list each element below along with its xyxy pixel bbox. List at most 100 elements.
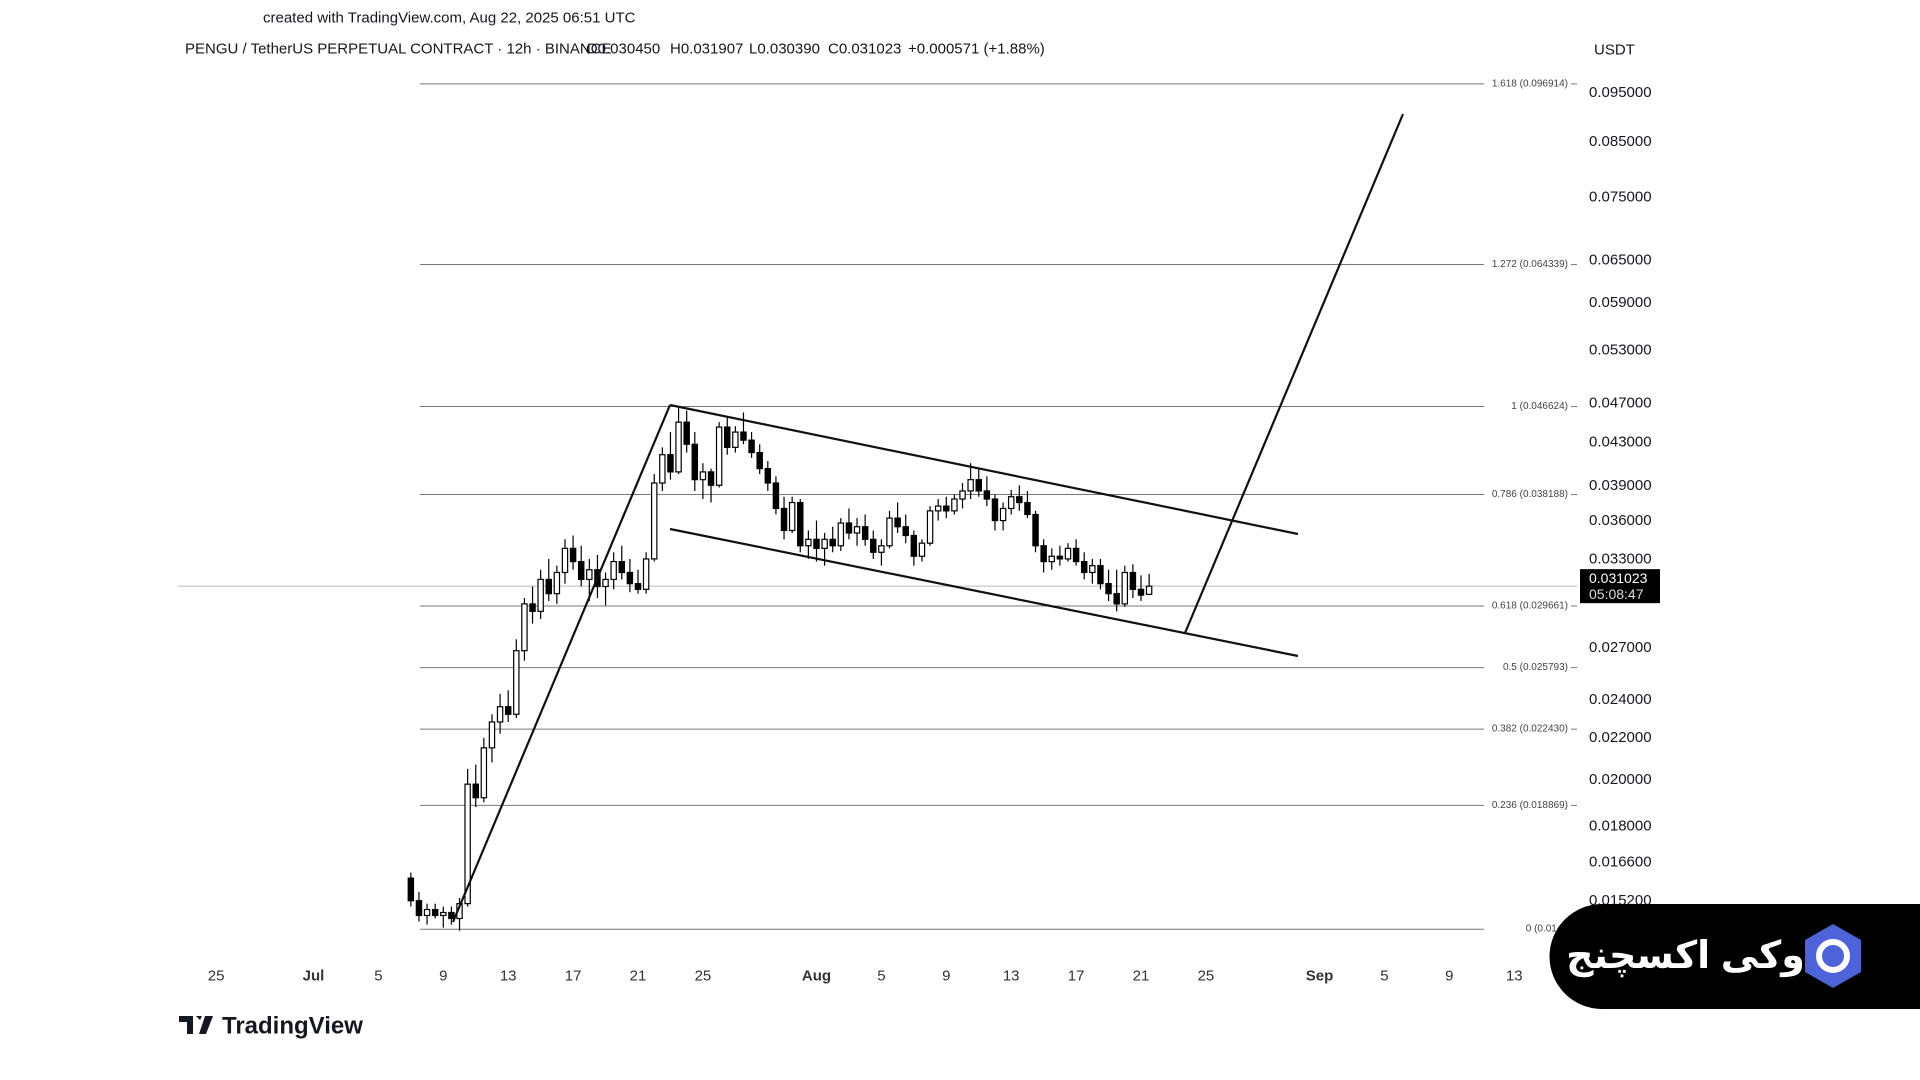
fib-label: 1.272 (0.064339): [1492, 259, 1568, 270]
fib-label: 1 (0.046624): [1511, 401, 1568, 412]
candle-body: [829, 538, 836, 547]
candle-body: [983, 490, 991, 500]
candle-body: [1121, 571, 1129, 605]
candle-body: [642, 558, 650, 590]
x-tick-label: 13: [1003, 968, 1020, 985]
x-tick-label: Jul: [303, 968, 325, 985]
y-tick-label: 0.022000: [1589, 729, 1652, 746]
fib-label: 0.5 (0.025793): [1503, 662, 1568, 673]
candle-body: [732, 431, 739, 448]
tradingview-logo: TradingView: [179, 1013, 363, 1040]
x-tick-label: 17: [1068, 968, 1085, 985]
candle-body: [878, 545, 885, 553]
candle-body: [472, 783, 479, 799]
ohlc-open: O0.030450: [586, 41, 660, 58]
candle-body: [886, 517, 893, 547]
y-tick-label: 0.027000: [1589, 639, 1652, 656]
candle-body: [780, 507, 788, 532]
candle-body: [407, 877, 415, 902]
candle-body: [861, 526, 869, 540]
fib-label: 0.236 (0.018869): [1492, 800, 1568, 811]
candle-body: [756, 451, 763, 470]
candle-body: [1048, 555, 1056, 563]
candle-body: [626, 571, 634, 585]
ohlc-high: H0.031907: [670, 41, 743, 58]
y-tick-label: 0.039000: [1589, 477, 1652, 494]
fib-label: 0 (0.0142: [1526, 924, 1569, 935]
candle-body: [975, 479, 982, 492]
candle-body: [902, 526, 909, 537]
candle-body: [870, 538, 877, 553]
candle-body: [610, 561, 617, 581]
candle-body: [480, 747, 488, 799]
channel-top: [669, 403, 1299, 536]
candle-body: [659, 454, 666, 484]
y-tick-label: 0.059000: [1589, 294, 1652, 311]
candle-body: [586, 569, 593, 581]
y-tick-label: 0.043000: [1589, 434, 1652, 451]
candle-body: [667, 454, 674, 473]
y-tick-label: 0.085000: [1589, 133, 1652, 150]
candle-body: [415, 900, 423, 917]
ohlc-change: +0.000571 (+1.88%): [908, 41, 1045, 58]
y-tick-label: 0.018000: [1589, 818, 1652, 835]
candle-body: [699, 471, 707, 481]
fib-label: 0.786 (0.038188): [1492, 489, 1568, 500]
candle-body: [650, 482, 658, 560]
candle-body: [1024, 501, 1031, 516]
candle-body: [764, 468, 772, 484]
x-tick-label: Aug: [802, 968, 831, 985]
candle-body: [788, 501, 796, 532]
channel-bottom: [669, 527, 1299, 658]
candle-body: [724, 426, 731, 448]
x-tick-label: 21: [1133, 968, 1150, 985]
last-price-box: [1580, 569, 1660, 604]
ohlc-low: L0.030390: [749, 41, 820, 58]
candle-body: [513, 650, 520, 715]
x-tick-label: 21: [630, 968, 647, 985]
candle-body: [521, 603, 528, 652]
candle-body: [1145, 585, 1153, 595]
candle-body: [537, 578, 544, 612]
candle-body: [772, 482, 780, 510]
last-price-label: 0.031023: [1589, 570, 1648, 586]
projection-line: [1183, 113, 1405, 634]
drawings: [451, 113, 1405, 923]
candle-body: [845, 522, 853, 534]
candle-body: [951, 498, 958, 512]
candle-body: [967, 479, 974, 492]
y-tick-label: 0.016600: [1589, 853, 1652, 870]
candle-body: [1089, 565, 1096, 574]
candle-body: [423, 908, 431, 917]
candle-body: [1105, 583, 1112, 595]
x-tick-label: 9: [1445, 968, 1453, 985]
candle-body: [488, 721, 496, 749]
x-tick-label: Sep: [1306, 968, 1334, 985]
candle-body: [1113, 593, 1120, 605]
candle-body: [797, 501, 804, 547]
candle-body: [926, 510, 934, 544]
candle-body: [545, 578, 552, 595]
badge-icon: [1805, 924, 1861, 988]
candle-body: [894, 517, 901, 528]
x-tick-label: 9: [439, 968, 447, 985]
candle-body: [1016, 496, 1023, 504]
y-tick-label: 0.053000: [1589, 342, 1652, 359]
x-tick-label: 13: [500, 968, 517, 985]
candle-body: [496, 706, 504, 723]
candle-body: [837, 522, 845, 547]
countdown: 05:08:47: [1589, 586, 1644, 602]
currency: USDT: [1594, 42, 1635, 59]
candle-body: [553, 571, 561, 595]
candle-body: [561, 547, 569, 574]
candle-body: [448, 911, 455, 920]
candle-body: [1072, 547, 1080, 563]
candle-body: [910, 534, 918, 557]
logo-icon: [179, 1016, 213, 1034]
candle-body: [991, 498, 999, 522]
candle-body: [529, 603, 536, 612]
candle-body: [1080, 561, 1088, 574]
badge: اوکی اکسچنج: [1549, 904, 1920, 1009]
fib-label: 0.618 (0.029661): [1492, 600, 1568, 611]
